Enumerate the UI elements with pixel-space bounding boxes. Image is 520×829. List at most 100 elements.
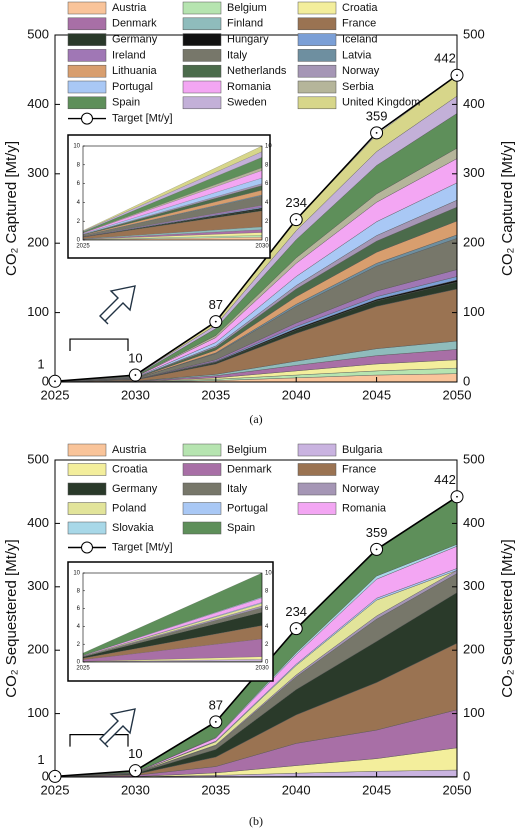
legend-swatch	[67, 96, 107, 110]
legend-swatch	[67, 49, 107, 62]
legend-label: Belgium	[227, 2, 267, 14]
y-tick-label: 100	[27, 705, 49, 720]
legend-swatch	[67, 33, 107, 46]
inset-y2-tick-label: 2	[265, 642, 269, 648]
inset-y-tick-label: 4	[77, 624, 81, 630]
target-dot	[375, 548, 378, 551]
legend-label: Ireland	[112, 49, 146, 61]
target-label: 10	[128, 746, 142, 761]
target-label: 87	[209, 297, 223, 312]
x-tick-label: 2030	[121, 782, 150, 797]
y2-tick-label: 0	[463, 768, 470, 783]
y2-tick-label: 200	[463, 642, 485, 657]
y2-axis-label: CO₂ Captured [Mt/y]	[499, 141, 516, 276]
legend-swatch	[182, 521, 222, 535]
legend-label: Poland	[112, 502, 146, 514]
caption: (b)	[249, 814, 263, 828]
legend-label: Denmark	[227, 463, 272, 475]
legend-swatch	[297, 443, 337, 457]
legend-label: Slovakia	[112, 522, 154, 534]
target-dot	[54, 775, 56, 778]
target-dot	[375, 131, 378, 134]
x-tick-label: 2050	[443, 387, 472, 402]
y-tick-label: 400	[27, 96, 49, 111]
y-tick-label: 400	[27, 515, 49, 530]
inset-y2-tick-label: 6	[265, 606, 269, 612]
legend-swatch	[297, 1, 337, 15]
legend-swatch	[182, 33, 222, 46]
inset-y-tick-label: 0	[77, 238, 81, 244]
legend-swatch	[297, 49, 337, 62]
target-label: 10	[128, 350, 142, 365]
legend-swatch	[67, 502, 107, 515]
target-label: 442	[434, 51, 456, 66]
target-dot	[214, 720, 217, 723]
target-dot	[295, 218, 298, 221]
legend-swatch	[67, 80, 107, 94]
legend-swatch	[297, 80, 337, 94]
legend-label: United Kingdom	[342, 97, 420, 109]
y2-tick-label: 100	[463, 304, 485, 319]
y2-tick-label: 500	[463, 26, 485, 41]
inset-y-tick-label: 4	[77, 200, 81, 206]
legend-label: Bulgaria	[342, 444, 383, 456]
x-tick-label: 2035	[201, 782, 230, 797]
inset-y2-tick-label: 10	[265, 144, 272, 150]
legend-swatch	[67, 463, 107, 476]
y2-tick-label: 300	[463, 165, 485, 180]
legend-label: Spain	[227, 522, 255, 534]
legend-swatch	[182, 443, 222, 457]
legend-swatch	[182, 49, 222, 62]
legend-label: Germany	[112, 34, 158, 46]
legend-label: Norway	[342, 483, 380, 495]
y-tick-label: 500	[27, 451, 49, 466]
y-tick-label: 100	[27, 304, 49, 319]
inset-x-tick-label: 2030	[255, 244, 269, 250]
legend-label: Portugal	[227, 502, 268, 514]
inset-y-tick-label: 8	[77, 588, 81, 594]
legend-swatch	[182, 64, 222, 78]
y2-tick-label: 400	[463, 515, 485, 530]
legend-label: Netherlands	[227, 65, 287, 77]
legend-label: Hungary	[227, 34, 269, 46]
target-dot	[134, 374, 137, 376]
target-dot	[295, 627, 298, 630]
legend-swatch	[297, 33, 337, 46]
legend-label: Croatia	[112, 463, 148, 475]
y-tick-label: 200	[27, 642, 49, 657]
target-label: 1	[37, 357, 44, 372]
legend-target-marker	[81, 541, 93, 554]
legend-swatch	[297, 96, 337, 110]
zoom-arrow	[99, 708, 136, 748]
x-tick-label: 2025	[41, 387, 70, 402]
y2-tick-label: 300	[463, 578, 485, 593]
target-dot	[214, 320, 217, 323]
x-tick-label: 2025	[41, 782, 70, 797]
legend-swatch	[182, 502, 222, 515]
legend-label: Italy	[227, 483, 248, 495]
inset-y-tick-label: 8	[77, 162, 81, 168]
inset-y-tick-label: 0	[77, 660, 81, 666]
target-dot	[456, 495, 458, 498]
y-tick-label: 0	[42, 768, 49, 783]
target-line	[54, 74, 458, 383]
inset-plot-frame	[82, 145, 263, 241]
inset-y2-tick-label: 4	[265, 200, 269, 206]
legend-swatch	[182, 482, 222, 496]
y2-tick-label: 500	[463, 451, 485, 466]
zoom-arrow	[99, 285, 136, 325]
legend-label: Belgium	[227, 444, 267, 456]
y-axis-label: CO₂ Captured [Mt/y]	[3, 141, 20, 276]
target-dot	[54, 380, 56, 383]
inset-y-tick-label: 6	[77, 181, 81, 187]
y-tick-label: 200	[27, 235, 49, 250]
bracket	[69, 338, 129, 352]
y-tick-label: 300	[27, 165, 49, 180]
legend-label: Italy	[227, 49, 248, 61]
target-dot	[134, 769, 137, 772]
inset-y-tick-label: 10	[73, 144, 80, 150]
x-tick-label: 2030	[121, 387, 150, 402]
legend-label: Romania	[342, 502, 387, 514]
legend-swatch	[297, 17, 337, 31]
legend-target-marker	[81, 112, 93, 125]
